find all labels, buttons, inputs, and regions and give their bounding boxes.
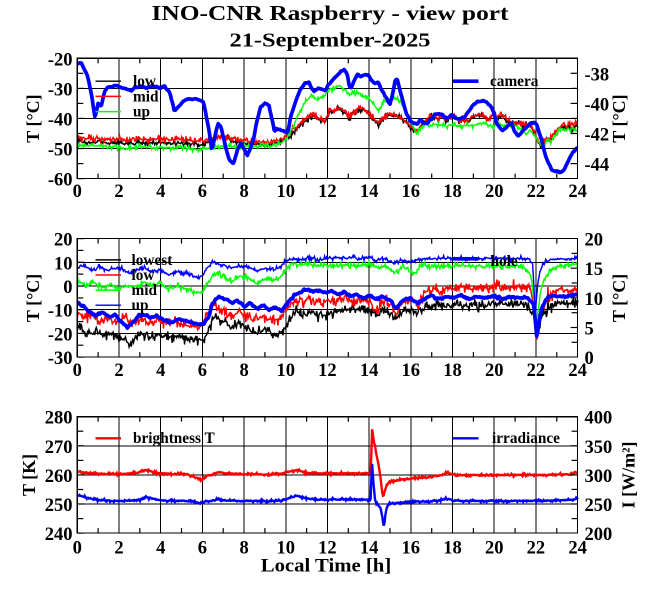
svg-text:T [K]: T [K]	[19, 454, 39, 496]
svg-text:0: 0	[73, 539, 82, 559]
svg-text:-44: -44	[585, 156, 610, 176]
svg-text:20: 20	[485, 539, 504, 559]
svg-text:I [W/m²]: I [W/m²]	[619, 441, 639, 508]
svg-text:Local Time [h]: Local Time [h]	[261, 556, 392, 577]
svg-text:15: 15	[585, 260, 604, 280]
svg-text:T [°C]: T [°C]	[609, 274, 629, 322]
svg-text:10: 10	[585, 290, 604, 310]
svg-text:-50: -50	[48, 141, 73, 161]
svg-text:18: 18	[443, 539, 462, 559]
svg-text:250: 250	[585, 496, 613, 516]
svg-text:10: 10	[277, 182, 296, 202]
svg-text:24: 24	[568, 361, 587, 381]
svg-text:250: 250	[45, 496, 73, 516]
svg-text:6: 6	[198, 182, 207, 202]
svg-text:-40: -40	[48, 110, 73, 130]
svg-text:T [°C]: T [°C]	[609, 94, 629, 142]
svg-text:21-September-2025: 21-September-2025	[230, 30, 431, 52]
svg-text:0: 0	[585, 349, 594, 369]
svg-text:18: 18	[443, 361, 462, 381]
svg-text:4: 4	[156, 361, 165, 381]
svg-text:400: 400	[585, 409, 613, 429]
svg-text:22: 22	[527, 539, 546, 559]
svg-text:-30: -30	[48, 80, 73, 100]
svg-text:280: 280	[45, 409, 73, 429]
svg-text:350: 350	[585, 438, 613, 458]
svg-text:-10: -10	[48, 302, 73, 322]
svg-text:2: 2	[114, 539, 123, 559]
svg-text:-42: -42	[585, 126, 610, 146]
svg-text:200: 200	[585, 525, 613, 545]
svg-text:12: 12	[318, 361, 337, 381]
svg-text:lowest: lowest	[132, 252, 174, 269]
svg-text:-40: -40	[585, 95, 610, 115]
svg-text:14: 14	[360, 182, 379, 202]
svg-text:mid: mid	[132, 282, 158, 299]
svg-text:-20: -20	[48, 50, 73, 70]
svg-text:270: 270	[45, 438, 73, 458]
svg-text:-20: -20	[48, 325, 73, 345]
svg-text:240: 240	[45, 525, 73, 545]
svg-text:16: 16	[402, 361, 421, 381]
svg-text:12: 12	[318, 539, 337, 559]
svg-text:camera: camera	[490, 73, 539, 90]
svg-text:260: 260	[45, 467, 73, 487]
svg-text:brightness T: brightness T	[133, 430, 215, 447]
svg-text:2: 2	[114, 182, 123, 202]
svg-text:22: 22	[527, 182, 546, 202]
svg-text:6: 6	[198, 361, 207, 381]
svg-text:18: 18	[443, 182, 462, 202]
svg-text:5: 5	[585, 320, 594, 340]
svg-text:irradiance: irradiance	[492, 430, 560, 447]
svg-text:-30: -30	[48, 349, 73, 369]
svg-text:T [°C]: T [°C]	[23, 274, 43, 322]
svg-text:4: 4	[156, 539, 165, 559]
svg-text:low: low	[133, 73, 156, 90]
svg-text:T [°C]: T [°C]	[23, 94, 43, 142]
svg-text:20: 20	[585, 231, 604, 251]
svg-text:14: 14	[360, 361, 379, 381]
svg-text:12: 12	[318, 182, 337, 202]
svg-text:low: low	[132, 267, 155, 284]
svg-text:up: up	[132, 297, 149, 314]
svg-text:10: 10	[277, 361, 296, 381]
svg-text:2: 2	[114, 361, 123, 381]
svg-text:10: 10	[277, 539, 296, 559]
svg-text:8: 8	[239, 182, 248, 202]
svg-text:24: 24	[568, 182, 587, 202]
svg-text:10: 10	[54, 254, 73, 274]
svg-text:300: 300	[585, 467, 613, 487]
svg-text:hole: hole	[491, 253, 518, 270]
svg-text:22: 22	[527, 361, 546, 381]
svg-text:-60: -60	[48, 171, 73, 191]
svg-text:16: 16	[402, 182, 421, 202]
svg-text:8: 8	[239, 361, 248, 381]
svg-text:6: 6	[198, 539, 207, 559]
svg-text:8: 8	[239, 539, 248, 559]
svg-text:0: 0	[63, 278, 72, 298]
svg-text:INO-CNR Raspberry - view port: INO-CNR Raspberry - view port	[152, 1, 510, 25]
svg-text:20: 20	[54, 231, 73, 251]
svg-text:20: 20	[485, 361, 504, 381]
svg-text:mid: mid	[133, 88, 159, 105]
svg-text:14: 14	[360, 539, 379, 559]
svg-text:up: up	[133, 104, 150, 121]
svg-text:4: 4	[156, 182, 165, 202]
svg-text:16: 16	[402, 539, 421, 559]
svg-text:24: 24	[568, 539, 587, 559]
svg-text:-38: -38	[585, 65, 610, 85]
svg-text:0: 0	[73, 361, 82, 381]
svg-text:20: 20	[485, 182, 504, 202]
svg-text:0: 0	[73, 182, 82, 202]
